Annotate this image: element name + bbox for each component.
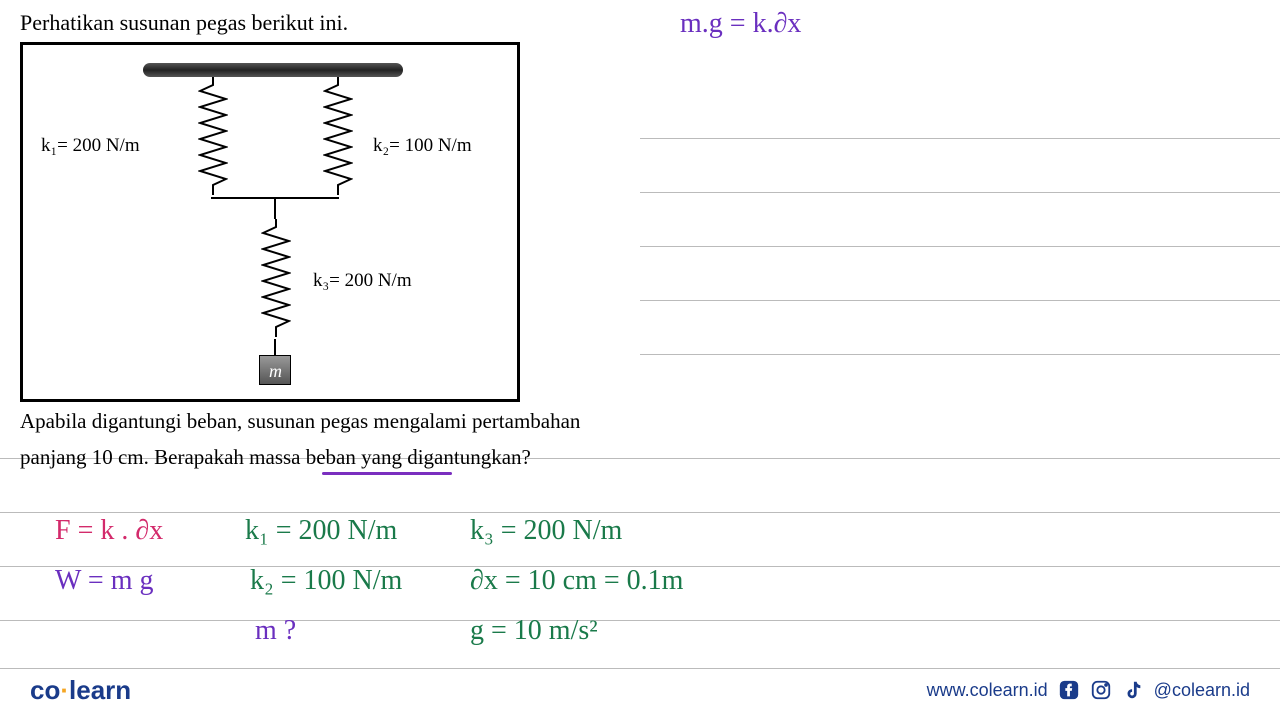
hw-k3: k₃ = 200 N/m (470, 515, 622, 547)
facebook-icon (1058, 679, 1080, 701)
brand-logo: co·learn (30, 675, 131, 706)
spring-k1 (198, 77, 228, 197)
spring-k3 (261, 219, 291, 339)
hw-W-eq: W = m g (55, 565, 154, 597)
massa-underline (322, 472, 452, 475)
hw-dx: ∂x = 10 cm = 0.1m (470, 565, 683, 597)
question-line-2: panjang 10 cm. Berapakah massa beban yan… (20, 442, 620, 474)
problem-title: Perhatikan susunan pegas berikut ini. (20, 10, 620, 36)
mass-hanger (274, 339, 276, 355)
spring-k2 (323, 77, 353, 197)
k2-label: k₂= 100 N/m (373, 135, 472, 157)
hw-m-q: m ? (255, 615, 296, 647)
logo-learn: learn (69, 675, 131, 705)
hw-F-eq: F = k . ∂x (55, 515, 163, 547)
hw-top-equation: m.g = k.∂x (680, 8, 801, 40)
footer-handle: @colearn.id (1154, 680, 1250, 701)
hw-g: g = 10 m/s² (470, 615, 598, 647)
k3-label: k₃= 200 N/m (313, 270, 412, 292)
beam (143, 63, 403, 77)
hw-k2: k₂ = 100 N/m (250, 565, 402, 597)
instagram-icon (1090, 679, 1112, 701)
mass-label: m (269, 361, 282, 382)
hw-k1: k₁ = 200 N/m (245, 515, 397, 547)
footer-url: www.colearn.id (927, 680, 1048, 701)
connector-drop (274, 197, 276, 219)
tiktok-icon (1122, 679, 1144, 701)
logo-dot: · (60, 675, 69, 705)
k1-label: k₁= 200 N/m (41, 135, 140, 157)
spring-diagram: k₁= 200 N/m k₂= 100 N/m k₃= 200 N/m m (20, 42, 520, 402)
footer: co·learn www.colearn.id @colearn.id (0, 670, 1280, 710)
logo-co: co (30, 675, 60, 705)
question-line-1: Apabila digantungi beban, susunan pegas … (20, 406, 620, 438)
